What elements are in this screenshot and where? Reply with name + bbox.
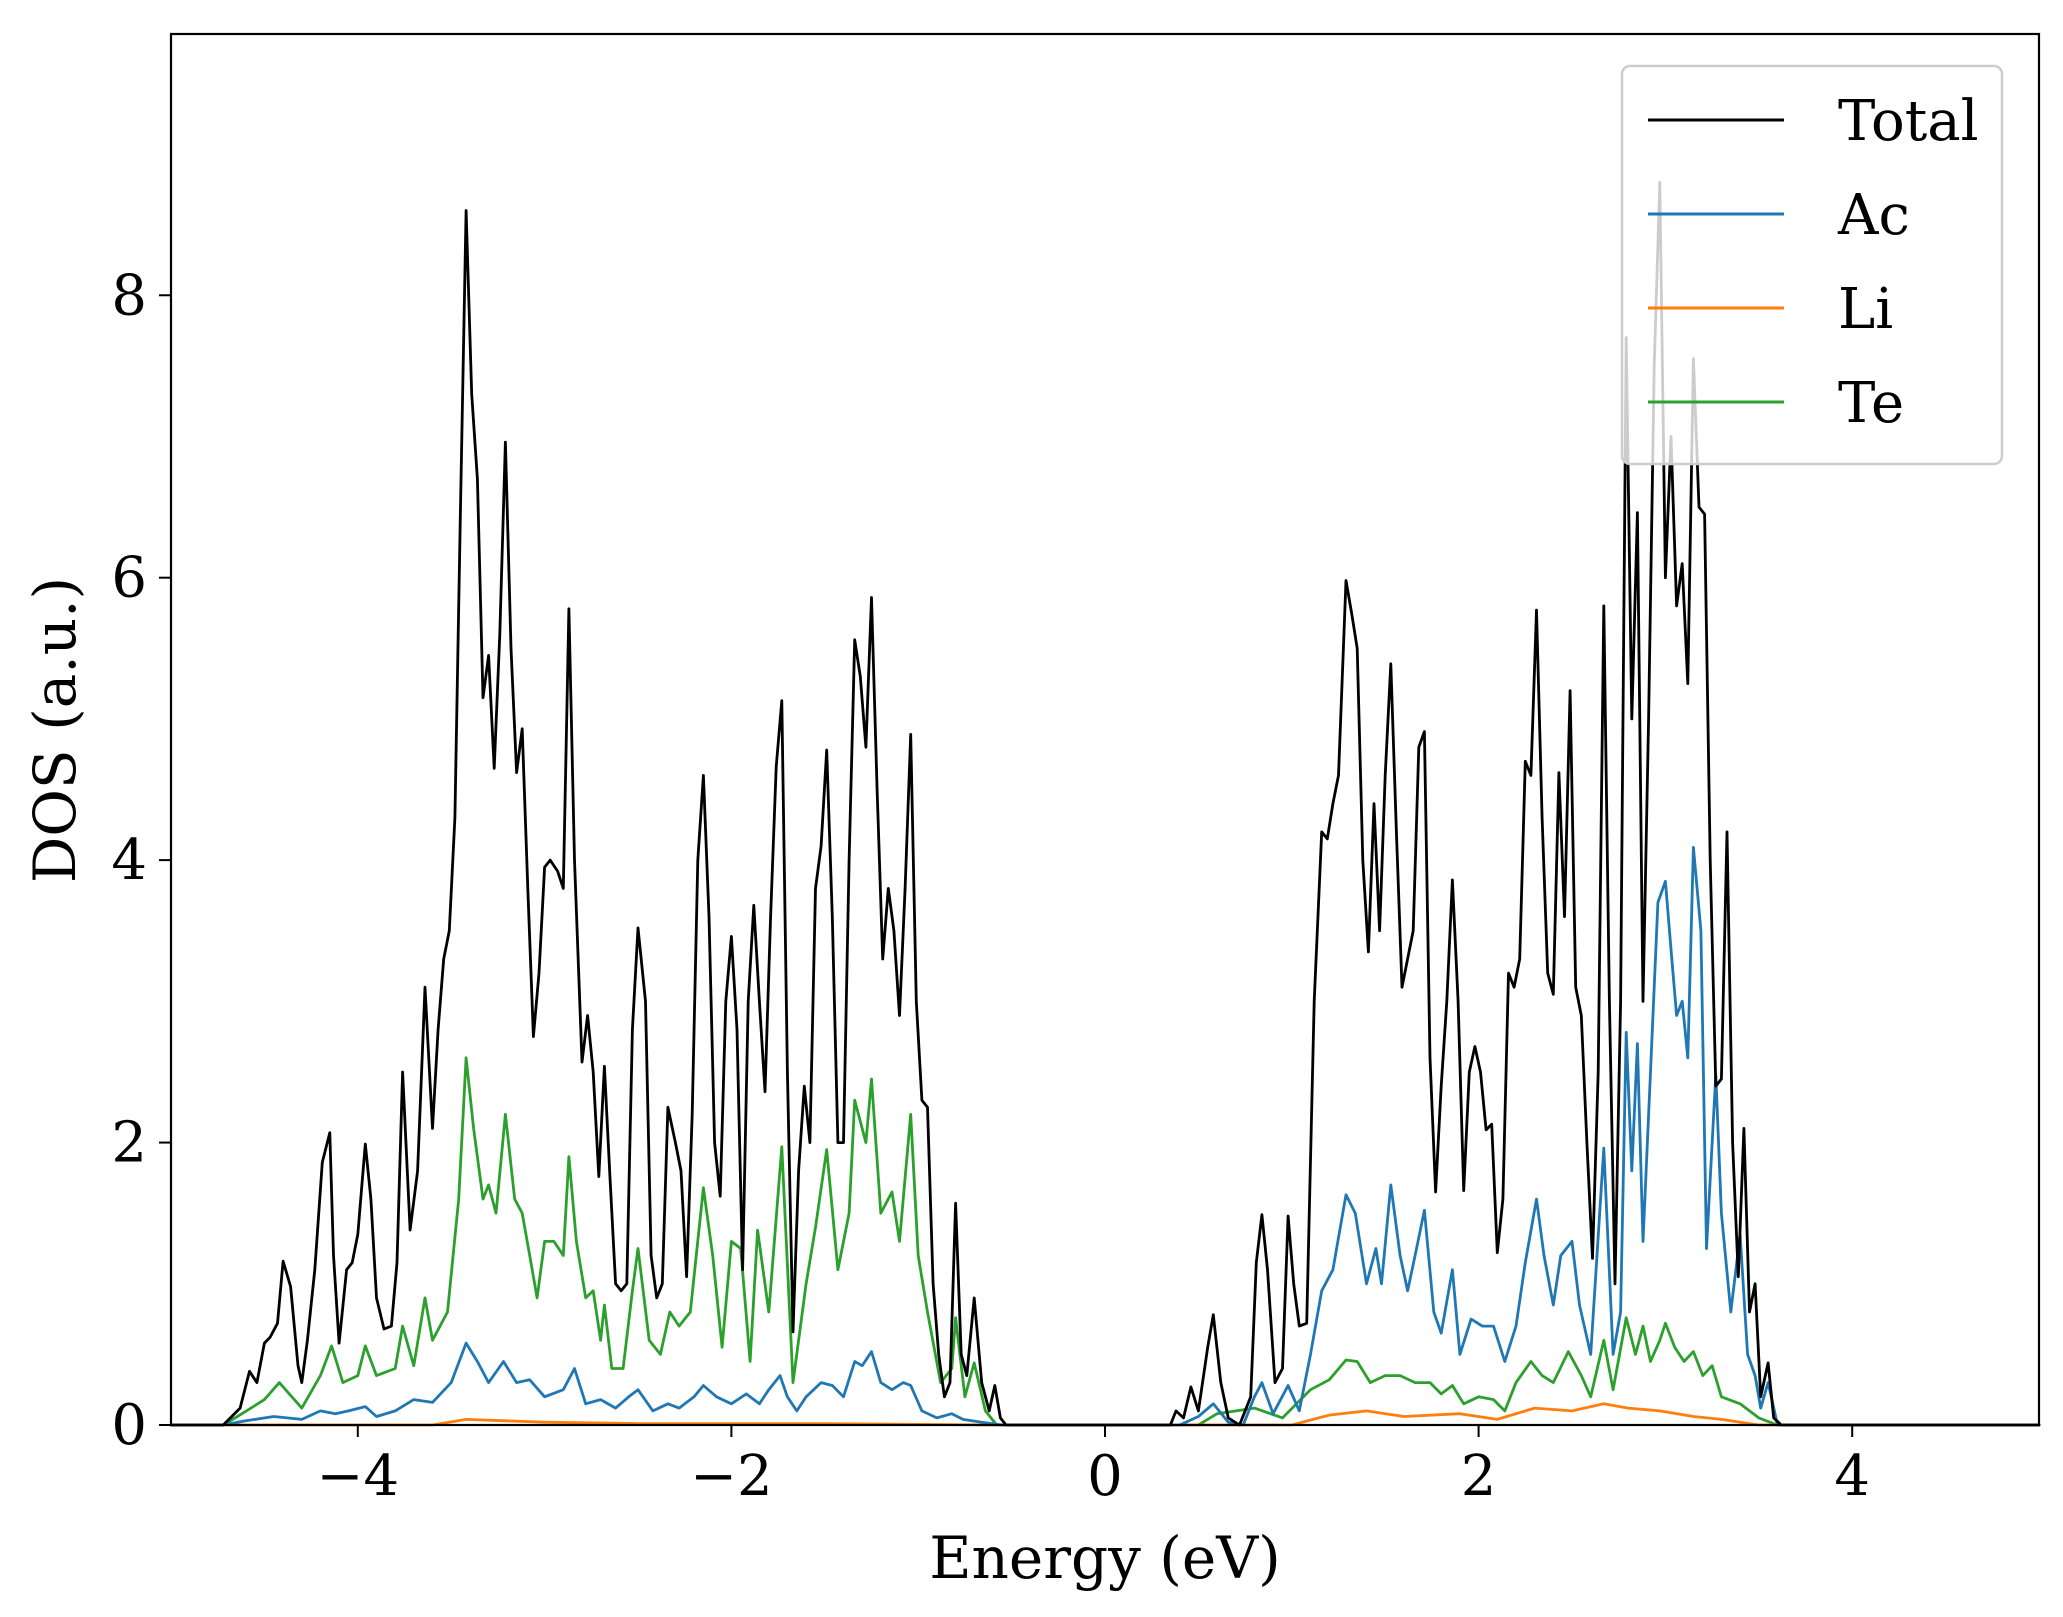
x-tick-label: 0 xyxy=(1087,1444,1123,1509)
legend: Total Ac Li Te xyxy=(1620,64,2004,466)
legend-label-li: Li xyxy=(1838,277,1893,342)
legend-label-te: Te xyxy=(1838,371,1904,436)
y-tick-label: 8 xyxy=(111,263,147,328)
x-tick-label: −4 xyxy=(317,1444,400,1509)
x-tick-label: −2 xyxy=(690,1444,773,1509)
y-tick-label: 0 xyxy=(111,1393,147,1458)
legend-entry-te: Te xyxy=(1648,371,1904,436)
y-tick-label: 4 xyxy=(111,828,147,893)
x-tick-label: 2 xyxy=(1461,1444,1497,1509)
legend-label-total: Total xyxy=(1838,89,1979,154)
legend-entry-ac: Ac xyxy=(1648,183,1910,248)
x-tick-label: 4 xyxy=(1834,1444,1870,1509)
legend-entry-li: Li xyxy=(1648,277,1893,342)
y-tick-label: 6 xyxy=(111,546,147,611)
series-line-te xyxy=(169,1056,2041,1427)
y-tick-label: 2 xyxy=(111,1111,147,1176)
ticks-layer: −4 −2 0 2 4 0 2 4 6 8 xyxy=(111,263,1870,1509)
x-axis-label: Energy (eV) xyxy=(929,1524,1281,1592)
legend-frame xyxy=(1620,64,2004,466)
y-axis-label: DOS (a.u.) xyxy=(21,577,89,883)
legend-items: Total Ac Li Te xyxy=(1648,89,1979,436)
series-line-li xyxy=(169,1402,2041,1427)
legend-label-ac: Ac xyxy=(1837,183,1910,248)
series-line-total xyxy=(169,180,2041,1427)
legend-entry-total: Total xyxy=(1648,89,1979,154)
